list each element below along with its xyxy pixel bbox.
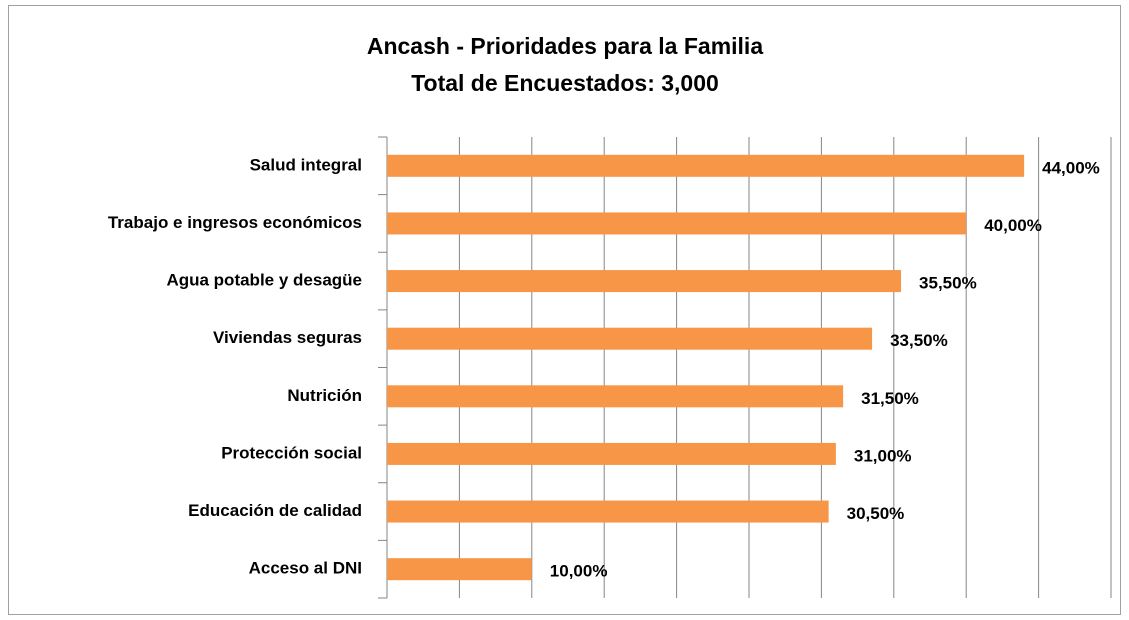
y-tick-label: Agua potable y desagüe (166, 271, 362, 290)
bar (387, 327, 873, 350)
value-label: 31,00% (854, 446, 912, 465)
value-label: 44,00% (1042, 158, 1100, 177)
bar (387, 558, 532, 581)
value-label: 31,50% (861, 389, 919, 408)
bar (387, 442, 836, 465)
bar (387, 385, 844, 408)
value-label: 40,00% (984, 216, 1042, 235)
y-tick-label: Educación de calidad (188, 501, 362, 520)
bar (387, 270, 902, 293)
chart-subtitle: Total de Encuestados: 3,000 (411, 70, 719, 96)
chart-border (8, 5, 1121, 615)
y-tick-label: Protección social (221, 443, 362, 462)
value-label: 35,50% (919, 274, 977, 293)
bar (387, 212, 967, 235)
bar (387, 154, 1025, 177)
y-tick-label: Nutrición (287, 386, 362, 405)
y-tick-label: Viviendas seguras (213, 328, 362, 347)
bar (387, 500, 829, 523)
y-tick-label: Acceso al DNI (249, 559, 362, 578)
value-label: 33,50% (890, 331, 948, 350)
value-label: 10,00% (550, 562, 608, 581)
chart-title: Ancash - Prioridades para la Familia (367, 33, 763, 59)
y-tick-label: Salud integral (250, 155, 362, 174)
y-tick-label: Trabajo e ingresos económicos (108, 213, 362, 232)
value-label: 30,50% (847, 504, 905, 523)
